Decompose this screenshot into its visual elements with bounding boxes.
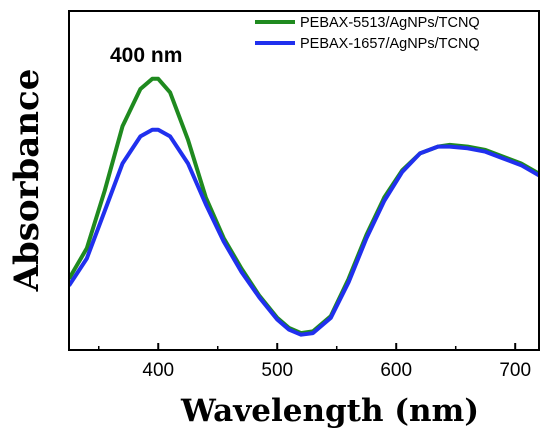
series-line-1 — [69, 76, 539, 336]
peak-annotation: 400 nm — [110, 44, 182, 67]
plot-frame — [68, 10, 540, 351]
series-layer — [69, 76, 539, 337]
legend: PEBAX-5513/AgNPs/TCNQ PEBAX-1657/AgNPs/TC… — [255, 15, 480, 52]
x-axis: 400 500 600 700 — [97, 343, 531, 381]
legend-label-1: PEBAX-5513/AgNPs/TCNQ — [300, 15, 480, 31]
x-tick-label: 700 — [499, 360, 531, 381]
legend-label-2: PEBAX-1657/AgNPs/TCNQ — [300, 36, 480, 52]
x-axis-title: Wavelength (nm) — [180, 393, 479, 429]
x-tick-label: 500 — [261, 360, 293, 381]
series-line-2 — [69, 127, 539, 337]
x-tick-label: 400 — [142, 360, 174, 381]
y-axis-title: Absorbance — [7, 69, 47, 293]
x-tick-label: 600 — [380, 360, 412, 381]
